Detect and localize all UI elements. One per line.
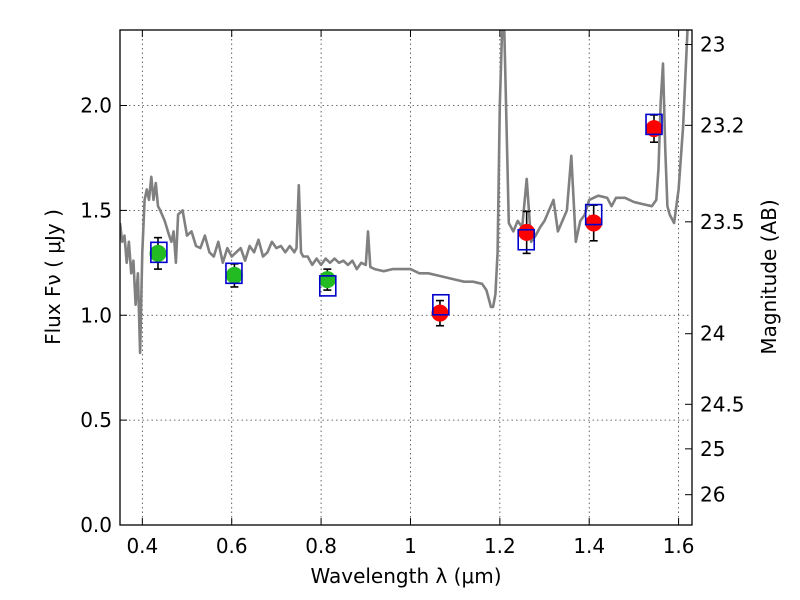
model-spectrum [120, 30, 689, 355]
grid-lines [120, 30, 692, 526]
y-axis-label: Flux Fν ( μJy ) [41, 209, 65, 345]
y2-axis-label: Magnitude (AB) [757, 199, 781, 354]
model-flux-square [225, 262, 243, 285]
x-tick-label: 0.4 [126, 534, 158, 558]
mag-tick-label: 23.5 [700, 210, 745, 234]
plot-frame [119, 29, 693, 526]
x-tick-label: 0.6 [216, 534, 248, 558]
x-tick-label: 0.8 [305, 534, 337, 558]
x-axis-label: Wavelength λ (μm) [310, 564, 501, 588]
model-flux-square [318, 275, 337, 297]
mag-tick-label: 23.2 [700, 113, 745, 137]
y-tick-label: 0.5 [80, 408, 112, 432]
mag-tick-label: 25 [700, 437, 725, 461]
mag-tick-label: 24 [700, 322, 725, 346]
y-tick-label: 2.0 [80, 94, 112, 118]
mag-tick-label: 23 [700, 33, 725, 57]
y-tick-label: 1.5 [80, 198, 112, 222]
mag-tick-label: 26 [700, 483, 725, 507]
y-tick-label: 0.0 [80, 513, 112, 537]
model-spectrum-line [120, 30, 689, 355]
flux-point [431, 304, 449, 322]
x-tick-label: 1.6 [663, 534, 695, 558]
model-flux-square [150, 241, 168, 264]
axis-ticks: 0.4 0.6 0.8 1 1.2 1.4 1.6 0.0 0.5 1.0 1.5 2.0 23 23.2… [80, 30, 745, 558]
y-tick-label: 1.0 [80, 303, 112, 327]
flux-point [518, 223, 536, 241]
flux-point [318, 271, 336, 289]
x-tick-label: 1.4 [573, 534, 605, 558]
photometry-points [149, 113, 663, 327]
flux-point [149, 244, 167, 262]
mag-tick-label: 24.5 [700, 392, 745, 416]
flux-point [585, 214, 603, 232]
flux-point [225, 266, 243, 284]
model-flux-square [645, 113, 663, 136]
model-flux-square [432, 293, 450, 316]
model-flux-square [584, 203, 603, 226]
model-flux-square [517, 228, 536, 251]
x-tick-label: 1.2 [484, 534, 516, 558]
x-tick-label: 1 [404, 534, 417, 558]
